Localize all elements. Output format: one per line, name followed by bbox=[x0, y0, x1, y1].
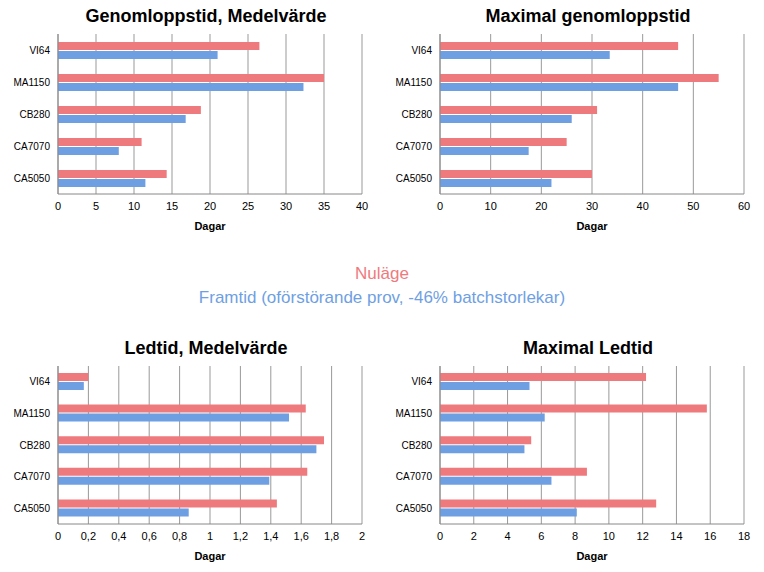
svg-text:40: 40 bbox=[356, 200, 368, 212]
svg-text:4: 4 bbox=[504, 530, 510, 542]
svg-text:MA1150: MA1150 bbox=[395, 408, 432, 419]
svg-text:0,6: 0,6 bbox=[142, 530, 157, 542]
svg-text:30: 30 bbox=[586, 200, 598, 212]
html-text:Maximal Ledtid: Maximal Ledtid bbox=[523, 338, 653, 358]
svg-text:CB280: CB280 bbox=[19, 109, 50, 120]
html-text:Genomloppstid, Medelvärde: Genomloppstid, Medelvärde bbox=[85, 6, 327, 26]
svg-text:30: 30 bbox=[280, 200, 292, 212]
svg-text:60: 60 bbox=[738, 200, 750, 212]
svg-text:16: 16 bbox=[704, 530, 716, 542]
svg-text:CA5050: CA5050 bbox=[14, 503, 51, 514]
html-text:Maximal genomloppstid: Maximal genomloppstid bbox=[485, 6, 691, 26]
svg-text:20: 20 bbox=[204, 200, 216, 212]
svg-text:Dagar: Dagar bbox=[576, 220, 608, 232]
svg-text:CB280: CB280 bbox=[19, 440, 50, 451]
html-text:Framtid (oförstörande prov, -4: Framtid (oförstörande prov, -46% batchst… bbox=[198, 288, 566, 307]
svg-text:0: 0 bbox=[55, 200, 61, 212]
svg-text:CB280: CB280 bbox=[401, 109, 432, 120]
svg-text:10: 10 bbox=[603, 530, 615, 542]
svg-text:1,6: 1,6 bbox=[294, 530, 309, 542]
svg-text:1: 1 bbox=[207, 530, 213, 542]
svg-text:CA7070: CA7070 bbox=[396, 471, 433, 482]
svg-text:CA7070: CA7070 bbox=[14, 141, 51, 152]
svg-text:Dagar: Dagar bbox=[576, 550, 608, 562]
html-text:Nuläge: Nuläge bbox=[355, 264, 409, 283]
svg-text:0: 0 bbox=[437, 530, 443, 542]
svg-text:20: 20 bbox=[535, 200, 547, 212]
svg-text:6: 6 bbox=[538, 530, 544, 542]
svg-text:VI64: VI64 bbox=[29, 45, 50, 56]
svg-text:35: 35 bbox=[318, 200, 330, 212]
svg-text:MA1150: MA1150 bbox=[13, 408, 50, 419]
svg-text:10: 10 bbox=[128, 200, 140, 212]
svg-text:CA5050: CA5050 bbox=[396, 503, 433, 514]
svg-text:25: 25 bbox=[242, 200, 254, 212]
svg-text:0,4: 0,4 bbox=[111, 530, 126, 542]
svg-text:12: 12 bbox=[637, 530, 649, 542]
svg-text:1,8: 1,8 bbox=[324, 530, 339, 542]
svg-text:14: 14 bbox=[670, 530, 682, 542]
svg-text:0,8: 0,8 bbox=[172, 530, 187, 542]
svg-text:15: 15 bbox=[166, 200, 178, 212]
svg-text:8: 8 bbox=[572, 530, 578, 542]
svg-text:10: 10 bbox=[485, 200, 497, 212]
svg-text:0: 0 bbox=[55, 530, 61, 542]
svg-text:0: 0 bbox=[437, 200, 443, 212]
html-text:Ledtid, Medelvärde: Ledtid, Medelvärde bbox=[124, 338, 288, 358]
svg-text:CA5050: CA5050 bbox=[396, 173, 433, 184]
svg-text:CA5050: CA5050 bbox=[14, 173, 51, 184]
svg-text:2: 2 bbox=[471, 530, 477, 542]
svg-text:CA7070: CA7070 bbox=[14, 471, 51, 482]
svg-text:VI64: VI64 bbox=[411, 45, 432, 56]
svg-text:18: 18 bbox=[738, 530, 750, 542]
svg-text:CB280: CB280 bbox=[401, 440, 432, 451]
svg-text:2: 2 bbox=[359, 530, 365, 542]
svg-text:1,4: 1,4 bbox=[263, 530, 278, 542]
svg-text:Dagar: Dagar bbox=[194, 550, 226, 562]
svg-text:50: 50 bbox=[687, 200, 699, 212]
svg-text:5: 5 bbox=[93, 200, 99, 212]
svg-text:MA1150: MA1150 bbox=[395, 77, 432, 88]
svg-text:VI64: VI64 bbox=[411, 376, 432, 387]
svg-text:40: 40 bbox=[637, 200, 649, 212]
svg-text:1,2: 1,2 bbox=[233, 530, 248, 542]
svg-text:Dagar: Dagar bbox=[194, 220, 226, 232]
svg-text:0,2: 0,2 bbox=[81, 530, 96, 542]
svg-text:VI64: VI64 bbox=[29, 376, 50, 387]
svg-text:MA1150: MA1150 bbox=[13, 77, 50, 88]
svg-text:CA7070: CA7070 bbox=[396, 141, 433, 152]
